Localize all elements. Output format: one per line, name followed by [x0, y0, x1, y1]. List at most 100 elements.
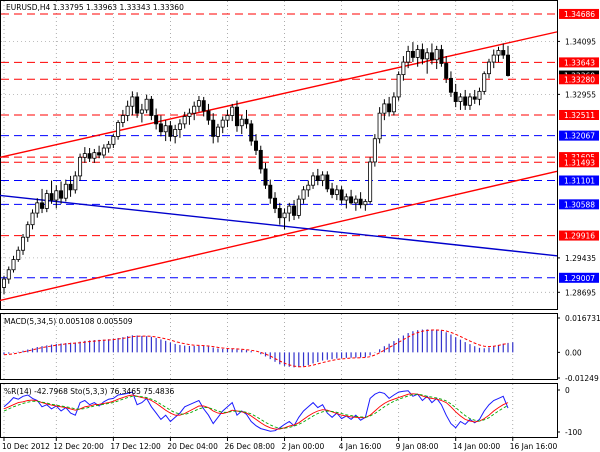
oscillator-panel-title: %R(14) -42.7968 Sto(5,3,3) 76.3465 75.48… — [4, 387, 174, 396]
price-label-box — [559, 152, 599, 163]
date-label: 9 Jan 08:00 — [396, 442, 439, 451]
candle-body-bear — [249, 123, 254, 142]
candle-body-bear — [244, 118, 249, 125]
date-axis: 10 Dec 2012 12 Dec 20:00 17 Dec 12:00 20 De… — [2, 437, 557, 451]
price-label-text: 1.32955 — [565, 90, 596, 99]
candle-body-bear — [87, 153, 92, 159]
price-label-text: 1.30588 — [564, 200, 595, 209]
candle-body-bull — [111, 136, 116, 145]
date-label: 12 Dec 20:00 — [53, 442, 104, 451]
candle-body-bear — [472, 96, 477, 100]
candle-body-bull — [425, 52, 430, 60]
candle-body-bull — [125, 105, 130, 116]
candle-body-bear — [315, 175, 320, 181]
price-label-text: 1.32511 — [564, 111, 595, 120]
candle-body-bull — [101, 147, 106, 156]
candle-body-bull — [187, 112, 192, 117]
price-candles — [2, 42, 510, 295]
candle-body-bull — [363, 201, 368, 206]
oscillator-series-line — [3, 393, 509, 429]
candle-body-bear — [97, 152, 102, 156]
price-trendlines — [0, 31, 558, 302]
candle-body-bear — [149, 98, 154, 116]
oscillator-series-line — [3, 393, 509, 430]
price-label-text: 1.28695 — [565, 288, 596, 297]
price-label-box — [559, 130, 599, 141]
candle-body-bear — [429, 52, 434, 61]
oscillator-grid — [3, 384, 514, 437]
candle-body-bear — [273, 197, 278, 209]
price-label-box — [559, 175, 599, 186]
candle-body-bear — [168, 125, 173, 137]
candle-body-bull — [306, 184, 311, 191]
candle-body-bull — [78, 156, 83, 177]
date-label: 2 Jan 00:00 — [282, 442, 325, 451]
macd-axis: 0.016731 0.00 -0.01249 — [557, 314, 600, 383]
candle-body-bull — [282, 212, 287, 219]
candle-body-bull — [177, 123, 182, 130]
candle-body-bull — [368, 161, 373, 202]
candle-body-bull — [372, 138, 377, 163]
price-trendline — [0, 194, 558, 257]
candle-body-bear — [453, 91, 458, 102]
candle-body-bull — [496, 50, 501, 56]
macd-tick-label: 0.016731 — [565, 314, 600, 323]
candle-body-bull — [6, 269, 11, 280]
candle-body-bear — [154, 115, 159, 125]
candle-body-bull — [391, 96, 396, 113]
price-label-text: 1.34095 — [565, 37, 596, 46]
candle-body-bear — [40, 202, 45, 209]
price-label-box — [559, 57, 599, 68]
candle-body-bull — [382, 103, 387, 114]
candle-body-bear — [330, 188, 335, 195]
macd-histogram — [3, 329, 514, 368]
candle-body-bull — [230, 106, 235, 116]
candle-body-bull — [73, 175, 78, 191]
date-label: 16 Jan 16:00 — [510, 442, 558, 451]
price-label-text: 1.34686 — [564, 10, 595, 19]
candle-body-bull — [182, 116, 187, 125]
candle-body-bull — [311, 175, 316, 186]
price-label-box — [559, 272, 599, 283]
candle-body-bear — [135, 96, 140, 114]
candle-body-bear — [263, 168, 268, 186]
candle-body-bear — [420, 49, 425, 60]
candle-body-bear — [158, 123, 163, 133]
candle-body-bear — [268, 184, 273, 199]
candle-body-bear — [206, 110, 211, 121]
candle-body-bull — [11, 259, 16, 271]
candle-body-bull — [401, 61, 406, 76]
candle-body-bear — [410, 50, 415, 58]
candle-body-bull — [353, 198, 358, 204]
candle-body-bear — [349, 196, 354, 204]
oscillator-series-line — [3, 390, 509, 432]
candle-body-bull — [92, 152, 97, 159]
candle-body-bull — [63, 183, 68, 199]
price-label-text: 1.32067 — [564, 132, 595, 141]
candle-body-bull — [491, 54, 496, 63]
osc-tick-label: -100 — [565, 428, 582, 437]
candle-body-bull — [35, 202, 40, 214]
price-label-box — [559, 199, 599, 210]
candle-body-bull — [21, 236, 26, 251]
candle-body-bear — [505, 54, 510, 76]
date-label: 20 Dec 04:00 — [167, 442, 218, 451]
candle-body-bull — [173, 129, 178, 137]
candle-body-bear — [339, 189, 344, 201]
candle-body-bear — [358, 198, 363, 206]
macd-signal-path — [3, 329, 509, 368]
macd-panel-title: MACD(5,34,5) 0.005108 0.005509 — [4, 317, 133, 326]
oscillator-panel: 0 -100 %R(14) -42.7968 Sto(5,3,3) 76.3465… — [0, 383, 582, 438]
price-label-text: 1.33643 — [564, 58, 595, 67]
candle-body-bull — [139, 109, 144, 114]
candle-body-bull — [467, 96, 472, 106]
candle-body-bull — [120, 115, 125, 123]
candle-body-bull — [296, 198, 301, 216]
candle-body-bull — [239, 118, 244, 127]
macd-panel: 0.016731 0.00 -0.01249 MACD(5,34,5) 0.0051… — [0, 313, 600, 383]
candle-body-bull — [486, 61, 491, 75]
candle-body-bear — [387, 103, 392, 113]
candle-body-bull — [320, 174, 325, 181]
price-label-text: 1.29916 — [564, 232, 595, 241]
price-label-text: 1.29435 — [565, 254, 596, 263]
